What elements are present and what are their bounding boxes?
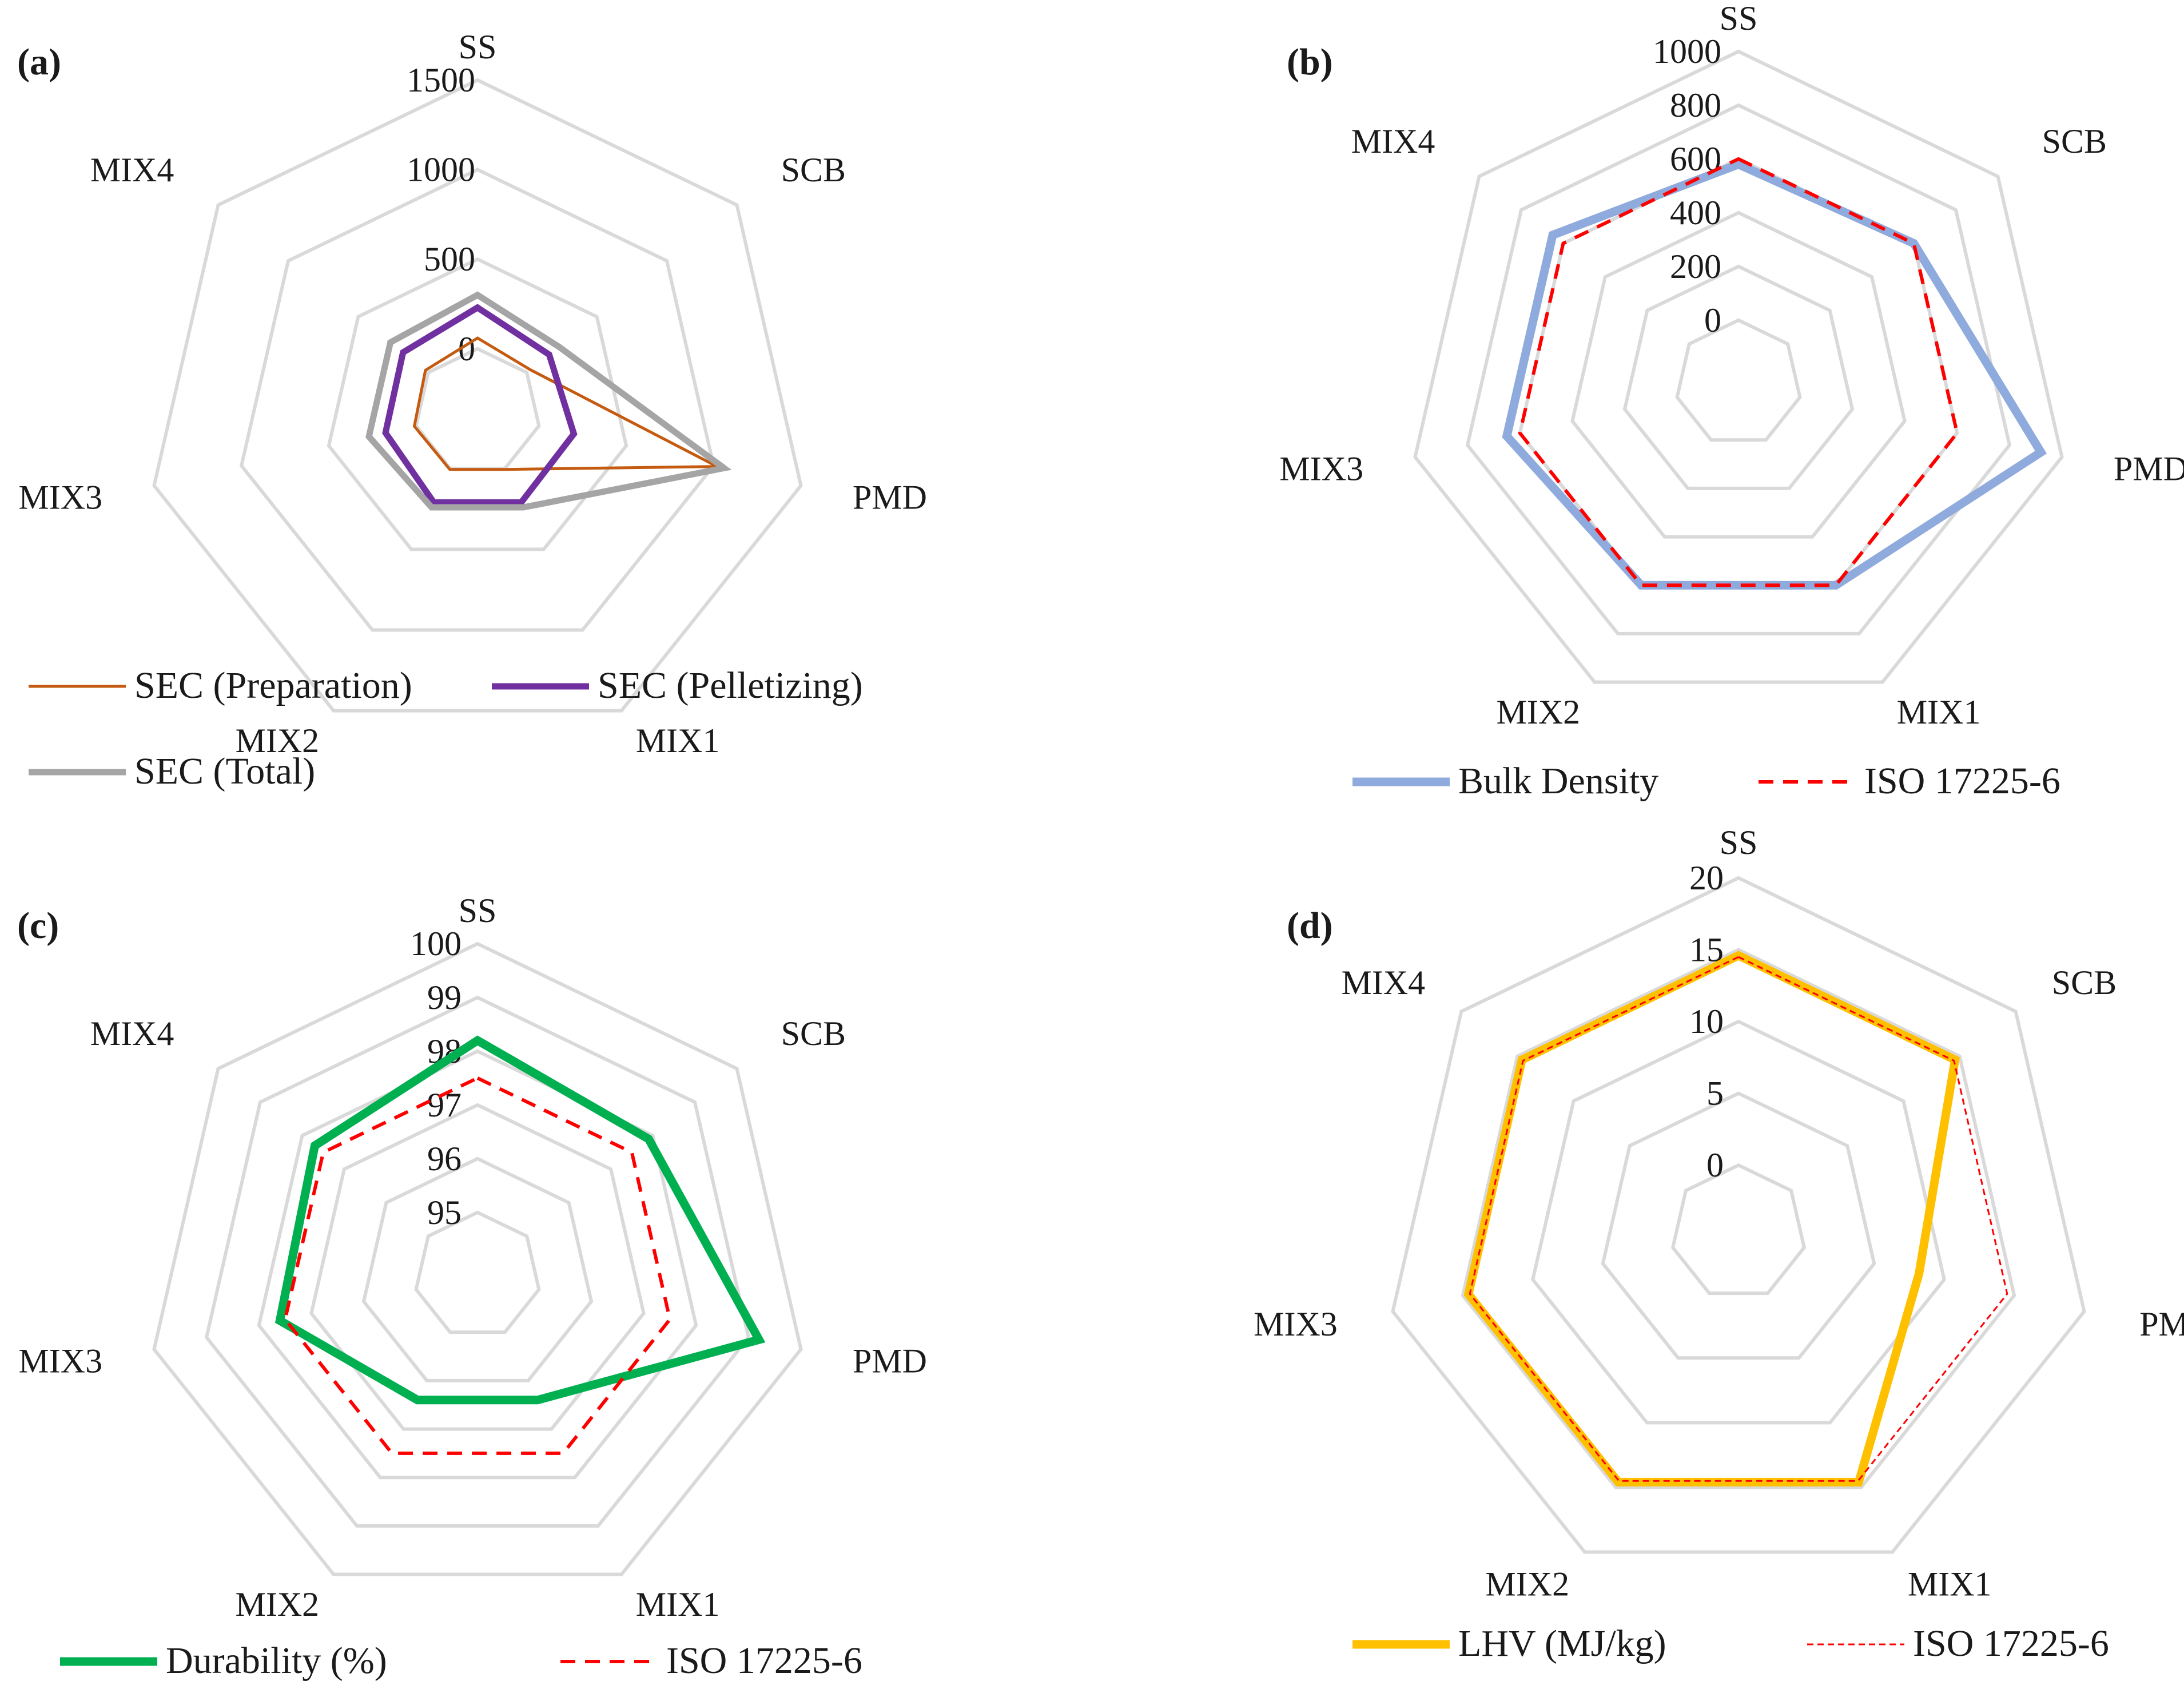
tick-label: 97 <box>427 1086 462 1124</box>
grid-ring <box>309 1103 646 1431</box>
panel-letter: (d) <box>1287 905 1333 947</box>
legend-label: ISO 17225-6 <box>1913 1623 2109 1664</box>
axis-label-scb: SCB <box>2052 964 2117 1001</box>
grid-ring <box>152 78 803 713</box>
axis-label-mix4: MIX4 <box>1342 964 1426 1001</box>
series-line-2 <box>1469 956 2008 1482</box>
axis-label-ss: SS <box>459 892 497 929</box>
grid-ring <box>1413 49 2064 684</box>
axis-label-mix3: MIX3 <box>18 1342 102 1380</box>
grid-ring <box>1675 318 1802 442</box>
tick-label: 10 <box>1689 1003 1724 1040</box>
tick-label: 20 <box>1689 859 1724 897</box>
legend-label: ISO 17225-6 <box>1864 760 2060 802</box>
tick-label: 800 <box>1670 86 1721 124</box>
tick-label: 400 <box>1670 194 1721 232</box>
axis-label-mix4: MIX4 <box>90 1015 174 1052</box>
series-line-1 <box>275 1035 766 1405</box>
grid-ring <box>1570 210 1907 539</box>
tick-label: 1500 <box>407 61 475 99</box>
grid-ring <box>239 168 716 632</box>
grid-ring <box>1601 1091 1876 1360</box>
grid-ring <box>327 257 628 551</box>
panel-letter: (b) <box>1287 41 1333 83</box>
axis-label-ss: SS <box>1720 824 1758 861</box>
axis-label-scb: SCB <box>2042 122 2107 160</box>
axis-label-mix2: MIX2 <box>236 722 320 760</box>
series-line-2 <box>1518 157 1959 587</box>
axis-label-mix2: MIX2 <box>236 1585 320 1623</box>
axis-label-mix3: MIX3 <box>1279 450 1363 488</box>
tick-label: 100 <box>410 925 462 963</box>
legend-label: SEC (Pelletizing) <box>598 665 863 706</box>
legend-label: Durability (%) <box>166 1640 387 1682</box>
grid-ring <box>1461 948 2016 1489</box>
series-line-2 <box>283 1076 672 1455</box>
tick-label: 1000 <box>1653 33 1721 70</box>
axis-label-pmd: PMD <box>2114 450 2184 488</box>
legend-label: SEC (Preparation) <box>134 665 412 706</box>
radar-panel-4: (d)05101520SSSCBPMDMIX1MIX2MIX3MIX4LHV (… <box>1254 824 2184 1664</box>
legend-label: LHV (MJ/kg) <box>1458 1623 1666 1664</box>
axis-label-mix2: MIX2 <box>1485 1565 1569 1603</box>
grid-ring <box>152 941 803 1576</box>
legend-label: ISO 17225-6 <box>666 1640 862 1682</box>
grid-ring <box>1391 876 2086 1554</box>
grid-ring <box>1531 1019 1946 1425</box>
grid-ring <box>1670 1163 1807 1295</box>
grid-ring <box>1622 264 1855 490</box>
tick-label: 0 <box>1706 1146 1724 1184</box>
tick-label: 0 <box>1704 301 1721 339</box>
tick-label: 96 <box>427 1140 462 1178</box>
grid-ring <box>204 995 751 1528</box>
series-line-2 <box>382 304 578 506</box>
grid-ring <box>1465 103 2012 635</box>
panel-letter: (c) <box>17 905 59 947</box>
tick-label: 1000 <box>407 151 475 189</box>
series-line-1 <box>1502 160 2047 590</box>
grid-ring <box>257 1049 698 1480</box>
tick-label: 95 <box>427 1194 462 1231</box>
axis-label-mix3: MIX3 <box>18 479 102 516</box>
axis-label-mix4: MIX4 <box>1351 122 1435 160</box>
series-line-3 <box>365 291 732 511</box>
grid-ring <box>361 1156 594 1382</box>
axis-label-ss: SS <box>1720 0 1758 37</box>
axis-label-mix1: MIX1 <box>1908 1565 1992 1603</box>
axis-label-pmd: PMD <box>2139 1305 2184 1343</box>
axis-label-ss: SS <box>459 28 497 66</box>
panel-letter: (a) <box>17 41 61 83</box>
legend-label: Bulk Density <box>1458 760 1658 802</box>
axis-label-mix1: MIX1 <box>1897 693 1981 731</box>
axis-label-mix1: MIX1 <box>636 722 720 760</box>
grid-ring <box>414 1210 541 1334</box>
series-line-1 <box>1463 951 1960 1487</box>
axis-label-mix2: MIX2 <box>1497 693 1581 731</box>
tick-label: 99 <box>427 979 462 1016</box>
axis-label-scb: SCB <box>781 151 846 189</box>
legend-label: SEC (Total) <box>134 750 315 792</box>
tick-label: 200 <box>1670 248 1721 285</box>
axis-label-mix1: MIX1 <box>636 1585 720 1623</box>
axis-label-pmd: PMD <box>853 1342 927 1380</box>
axis-label-scb: SCB <box>781 1015 846 1052</box>
radar-panel-2: (b)02004006008001000SSSCBPMDMIX1MIX2MIX3… <box>1279 0 2184 802</box>
axis-label-mix4: MIX4 <box>90 151 174 189</box>
tick-label: 5 <box>1706 1075 1724 1112</box>
radar-panel-3: (c)9596979899100SSSCBPMDMIX1MIX2MIX3MIX4… <box>17 892 927 1682</box>
axis-label-pmd: PMD <box>853 479 927 516</box>
tick-label: 500 <box>424 240 475 278</box>
radar-panel-1: (a)050010001500SSSCBPMDMIX1MIX2MIX3MIX4S… <box>17 28 927 792</box>
axis-label-mix3: MIX3 <box>1254 1305 1338 1343</box>
